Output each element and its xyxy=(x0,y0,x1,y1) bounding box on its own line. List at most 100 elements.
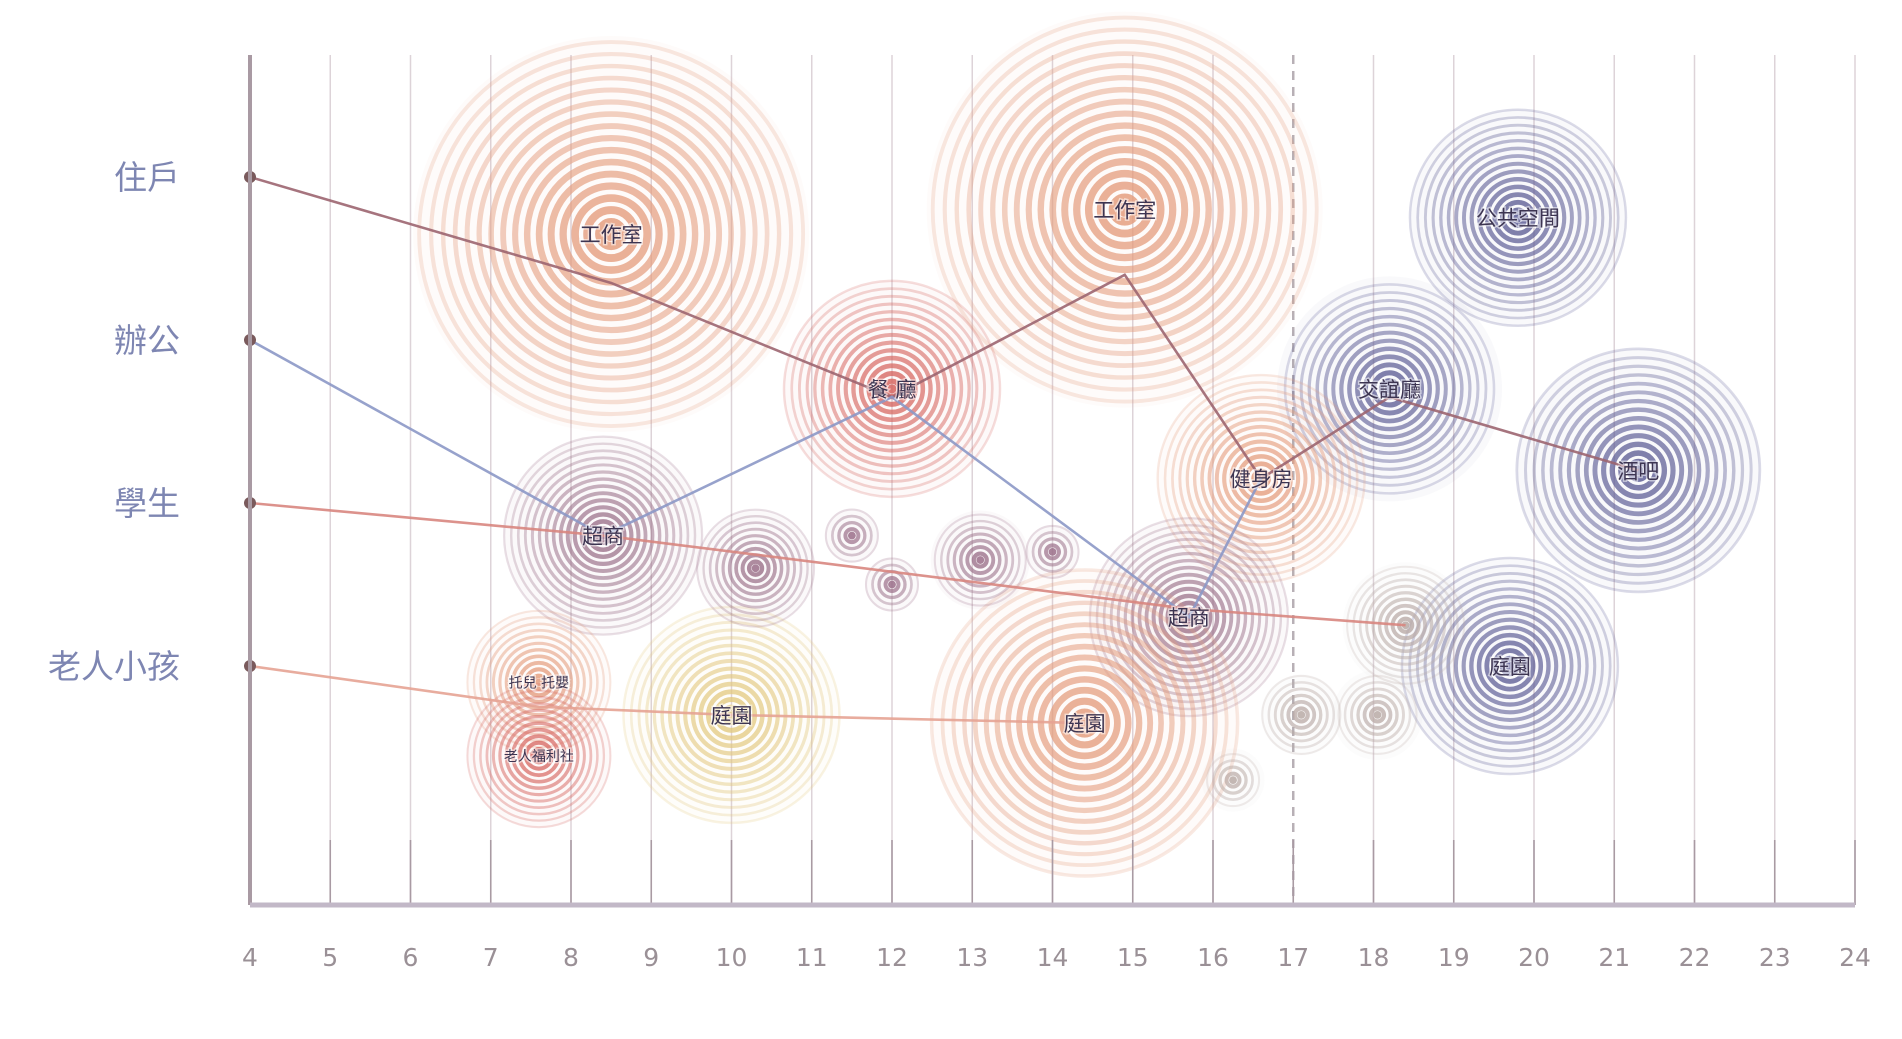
bubble-ring xyxy=(734,546,777,590)
place-bubble xyxy=(926,11,1323,408)
bubble-ring xyxy=(721,534,790,603)
activity-path xyxy=(249,664,1085,725)
bubble-ring xyxy=(1408,108,1628,327)
bubble-ring xyxy=(954,39,1295,380)
bubble-ring xyxy=(940,579,1229,868)
bubble-ring xyxy=(1236,454,1286,504)
bubble-ring xyxy=(1500,199,1536,236)
bubble-ring xyxy=(1477,177,1559,259)
bubble-ring xyxy=(1377,597,1434,653)
bubble-ring xyxy=(1163,381,1359,576)
bubble-ring xyxy=(1601,433,1676,508)
bubble-ring xyxy=(1499,655,1521,677)
bubble-core xyxy=(976,556,985,564)
bubble-ring xyxy=(1013,98,1236,321)
x-tick-label: 24 xyxy=(1839,943,1871,972)
bubble-ring xyxy=(1273,687,1329,743)
bubble-ring xyxy=(1592,424,1685,517)
bubble-ring xyxy=(667,651,796,779)
category-label: 老人小孩 xyxy=(48,647,180,686)
bubble-ring xyxy=(864,557,920,612)
bubble-ring xyxy=(1415,571,1604,761)
activity-path xyxy=(249,338,1263,620)
bubble-ring xyxy=(500,123,723,345)
bubble-ring xyxy=(1384,603,1427,647)
bubble-ring xyxy=(1096,181,1153,238)
bubble-ring xyxy=(498,715,580,797)
x-tick-label: 8 xyxy=(563,943,579,972)
bubble-ring xyxy=(1151,579,1227,655)
bubble-ring xyxy=(551,484,655,587)
bubble-ring xyxy=(883,576,901,593)
place-bubble xyxy=(1400,556,1620,776)
bubble-ring xyxy=(488,111,734,357)
place-bubble xyxy=(782,279,1002,499)
bubble-ring xyxy=(1476,632,1544,700)
bubble-ring xyxy=(1484,184,1552,251)
bubble-ring xyxy=(1337,674,1418,755)
place-label: 庭園 xyxy=(1489,655,1531,679)
bubble-ring xyxy=(990,74,1260,345)
bubble-ring xyxy=(417,40,806,428)
bubble-ring xyxy=(491,635,586,730)
bubble-ring xyxy=(517,734,561,778)
bubble-core xyxy=(1373,711,1382,719)
bubble-ring xyxy=(1532,364,1745,577)
bubble-ring xyxy=(1185,403,1337,555)
bubble-ring xyxy=(951,589,1218,857)
x-tick-label: 16 xyxy=(1197,943,1229,972)
bubble-ring xyxy=(1549,381,1727,560)
bubble-ring xyxy=(1446,146,1590,289)
place-label: 交誼廳 xyxy=(1358,378,1421,402)
bubble-ring xyxy=(1109,537,1269,697)
bubble-ring xyxy=(1218,765,1248,795)
bubble-ring xyxy=(831,514,873,557)
bubble-ring xyxy=(1049,134,1201,285)
bubble-core xyxy=(1505,661,1515,671)
bubble-ring xyxy=(571,194,651,274)
bubble-ring xyxy=(797,294,987,483)
bubble-ring xyxy=(1037,122,1212,297)
bubble-ring xyxy=(523,740,554,771)
bubble-ring xyxy=(1031,531,1074,573)
bubble-ring xyxy=(1178,395,1344,562)
bubble-ring xyxy=(1618,450,1659,491)
bubble-ring xyxy=(511,654,567,711)
bubble-ring xyxy=(1192,410,1330,547)
bubble-ring xyxy=(583,206,640,262)
bubble-core xyxy=(1117,202,1132,217)
bubble-ring xyxy=(502,435,704,636)
bubble-ring xyxy=(1037,537,1068,567)
bubble-ring xyxy=(547,170,675,298)
bubble-ring xyxy=(1515,347,1762,594)
bubble-ring xyxy=(1061,146,1189,274)
bubble-ring xyxy=(1207,424,1315,533)
bubble-ring xyxy=(1222,439,1301,518)
bubble-ring xyxy=(1323,322,1456,456)
x-tick-label: 11 xyxy=(796,943,828,972)
activity-path xyxy=(249,175,1639,481)
place-label: 公共空間 xyxy=(1476,207,1560,231)
bubble-ring xyxy=(1229,446,1293,511)
bubble-ring xyxy=(1214,432,1308,525)
bubble-ring xyxy=(1370,370,1409,408)
bubble-ring xyxy=(1172,600,1206,634)
place-label: 老人福利社 xyxy=(504,749,574,765)
bubble-ring xyxy=(1347,346,1432,432)
bubble-ring xyxy=(1315,314,1464,463)
x-tick-label: 22 xyxy=(1679,943,1711,972)
bubble-ring xyxy=(504,648,574,717)
bubble-ring xyxy=(972,611,1197,835)
bubble-ring xyxy=(1583,415,1693,525)
bubble-ring xyxy=(476,99,746,369)
x-tick-label: 19 xyxy=(1438,943,1470,972)
bubble-ring xyxy=(1292,706,1310,724)
bubble-ring xyxy=(1307,306,1472,471)
bubble-ring xyxy=(1523,356,1753,585)
bubble-core xyxy=(847,531,856,540)
bubble-ring xyxy=(1416,116,1620,320)
bubble-ring xyxy=(782,279,1002,499)
bubble-ring xyxy=(708,521,803,616)
